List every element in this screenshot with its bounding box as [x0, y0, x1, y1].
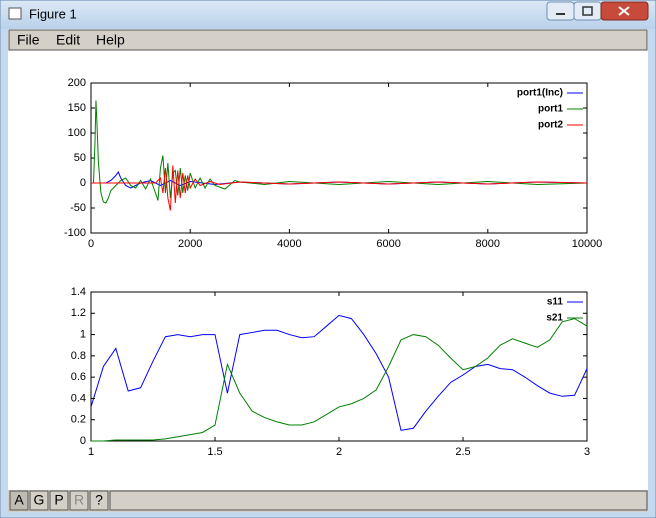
y-tick-label: -100: [64, 227, 86, 239]
toolbar-button-label[interactable]: P: [54, 492, 63, 508]
minimize-button[interactable]: [546, 1, 575, 21]
toolbar-button-label[interactable]: G: [34, 492, 45, 508]
menu-item[interactable]: File: [17, 32, 40, 48]
title-bar: [1, 1, 655, 29]
y-tick-label: 0.2: [71, 414, 86, 426]
toolbar-button[interactable]: [69, 490, 89, 511]
toolbar-button-label[interactable]: R: [74, 492, 84, 508]
x-tick-label: 2.5: [455, 446, 470, 458]
x-tick-label: 2: [336, 446, 342, 458]
y-tick-label: 0.6: [71, 371, 86, 383]
y-tick-label: 0: [80, 435, 86, 447]
menu-item[interactable]: Help: [96, 32, 125, 48]
status-bar: [109, 490, 648, 511]
window-title: Figure 1: [29, 6, 77, 21]
toolbar-button[interactable]: [29, 490, 49, 511]
y-tick-label: 50: [74, 152, 86, 164]
y-tick-label: -50: [70, 202, 86, 214]
x-tick-label: 6000: [376, 238, 400, 250]
y-tick-label: 0.4: [71, 392, 86, 404]
y-tick-label: 150: [68, 102, 86, 114]
series-line: [90, 314, 588, 431]
y-tick-label: 1: [80, 328, 86, 340]
series-line: [91, 165, 588, 211]
y-tick-label: 0: [80, 177, 86, 189]
series-line: [91, 318, 588, 442]
x-tick-label: 1: [88, 446, 94, 458]
x-tick-label: 0: [88, 238, 94, 250]
legend-label: port1: [538, 104, 563, 115]
legend-label: port2: [538, 120, 563, 131]
menu-bar: [8, 29, 648, 51]
x-tick-label: 10000: [572, 238, 603, 250]
x-tick-label: 3: [584, 446, 590, 458]
plots: 0 2000 4000 6000 8000 10000-100-5005010015020…: [64, 77, 602, 458]
y-tick-label: 1.2: [71, 307, 86, 319]
y-tick-label: 1.4: [71, 286, 86, 298]
y-tick-label: 100: [68, 127, 86, 139]
y-tick-label: 0.8: [71, 350, 86, 362]
toolbar-button[interactable]: [49, 490, 69, 511]
menu-item[interactable]: Edit: [56, 32, 80, 48]
toolbar-button[interactable]: [89, 490, 109, 511]
x-tick-label: 8000: [476, 238, 500, 250]
maximize-button[interactable]: [573, 1, 602, 21]
toolbar-button-label[interactable]: A: [14, 492, 24, 508]
y-tick-label: 200: [68, 77, 86, 89]
legend-label: port1(Inc): [517, 88, 563, 99]
x-tick-label: 4000: [277, 238, 301, 250]
toolbar-button[interactable]: [9, 490, 29, 511]
toolbar-button-label[interactable]: ?: [95, 492, 103, 508]
x-tick-label: 1.5: [207, 446, 222, 458]
window-icon: [8, 7, 22, 20]
x-tick-label: 2000: [178, 238, 202, 250]
legend-label: s11: [547, 297, 564, 308]
legend-label: s21: [546, 313, 563, 324]
